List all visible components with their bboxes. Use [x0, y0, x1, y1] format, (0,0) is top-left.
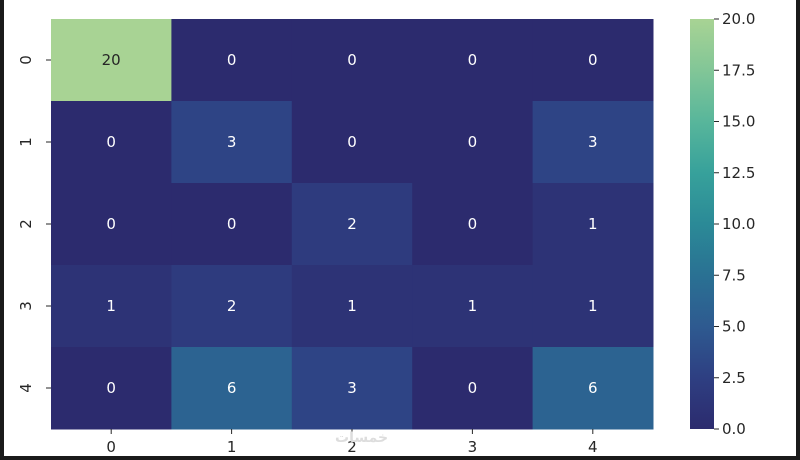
y-tick-label-3: 3	[17, 301, 35, 311]
cell-value-2-1: 0	[227, 215, 237, 233]
heatmap-cell-1-4	[532, 101, 654, 184]
y-tick-label-4: 4	[17, 383, 35, 393]
colorbar-tick-label-0: 0.0	[722, 420, 746, 438]
heatmap-cell-2-4	[532, 183, 654, 266]
x-tick-label-2: 2	[347, 438, 357, 456]
x-tick-label-0: 0	[106, 438, 116, 456]
colorbar-tick-label-8: 20.0	[722, 10, 755, 28]
cell-value-4-3: 0	[468, 379, 478, 397]
heatmap-cell-4-4	[532, 347, 654, 430]
cell-value-3-0: 1	[106, 297, 116, 315]
heatmap-cell-4-2	[291, 347, 413, 430]
heatmap-cell-1-1	[171, 101, 293, 184]
colorbar-tick-label-2: 5.0	[722, 318, 746, 336]
cell-value-3-4: 1	[588, 297, 598, 315]
colorbar-tick-label-1: 2.5	[722, 369, 746, 387]
cell-value-1-0: 0	[106, 133, 116, 151]
heatmap-cell-3-2	[291, 265, 413, 348]
heatmap-cell-2-0	[51, 183, 172, 266]
cell-value-0-3: 0	[468, 51, 478, 69]
cell-value-3-3: 1	[468, 297, 478, 315]
frame-left-border	[0, 0, 4, 460]
cell-value-4-1: 6	[227, 379, 237, 397]
cell-value-3-1: 2	[227, 297, 237, 315]
cell-value-2-2: 2	[347, 215, 357, 233]
heatmap-cell-4-3	[412, 347, 534, 430]
heatmap-cells: 20 0 0 0 00 3 0 0 30 0 2 0 11 2 1 1 10 6 3 0 6	[51, 19, 654, 430]
cell-value-0-0: 20	[102, 51, 121, 69]
y-tick-label-0: 0	[17, 55, 35, 65]
heatmap-cell-0-2	[291, 19, 413, 102]
heatmap-cell-2-3	[412, 183, 534, 266]
colorbar-tick-label-6: 15.0	[722, 113, 755, 131]
colorbar-ticks: 0.0 2.5 5.0 7.5 10.0 12.5 15.0 17.5 20.0	[714, 10, 755, 438]
cell-value-4-2: 3	[347, 379, 357, 397]
heatmap-cell-3-4	[532, 265, 654, 348]
cell-value-1-3: 0	[468, 133, 478, 151]
colorbar	[690, 19, 714, 429]
colorbar-tick-label-7: 17.5	[722, 61, 755, 79]
cell-value-0-2: 0	[347, 51, 357, 69]
x-axis-ticks: 0 1 2 3 4	[106, 429, 598, 456]
watermark-text: خمسات	[335, 430, 389, 446]
colorbar-tick-label-4: 10.0	[722, 215, 755, 233]
heatmap-cell-0-3	[412, 19, 534, 102]
heatmap-cell-0-0	[51, 19, 172, 102]
y-tick-label-1: 1	[17, 137, 35, 147]
cell-value-2-3: 0	[468, 215, 478, 233]
heatmap-cell-2-2	[291, 183, 413, 266]
cell-value-0-4: 0	[588, 51, 598, 69]
cell-value-4-4: 6	[588, 379, 598, 397]
frame-bottom-border	[0, 456, 800, 460]
x-tick-label-4: 4	[588, 438, 598, 456]
cell-value-4-0: 0	[106, 379, 116, 397]
heatmap-cell-0-4	[532, 19, 654, 102]
y-tick-label-2: 2	[17, 219, 35, 229]
cell-value-1-4: 3	[588, 133, 598, 151]
cell-value-1-2: 0	[347, 133, 357, 151]
cell-value-2-0: 0	[106, 215, 116, 233]
cell-value-1-1: 3	[227, 133, 237, 151]
frame-right-border	[796, 0, 800, 460]
colorbar-tick-label-3: 7.5	[722, 266, 746, 284]
heatmap-cell-1-3	[412, 101, 534, 184]
cell-value-2-4: 1	[588, 215, 598, 233]
heatmap-cell-2-1	[171, 183, 293, 266]
heatmap-cell-3-0	[51, 265, 172, 348]
heatmap-cell-0-1	[171, 19, 293, 102]
colorbar-tick-label-5: 12.5	[722, 164, 755, 182]
heatmap-cell-1-0	[51, 101, 172, 184]
heatmap-cell-1-2	[291, 101, 413, 184]
heatmap-cell-4-1	[171, 347, 293, 430]
x-tick-label-3: 3	[468, 438, 478, 456]
heatmap-cell-3-3	[412, 265, 534, 348]
heatmap-cell-3-1	[171, 265, 293, 348]
cell-value-3-2: 1	[347, 297, 357, 315]
cell-value-0-1: 0	[227, 51, 237, 69]
heatmap-cell-4-0	[51, 347, 172, 430]
y-axis-ticks: 0 1 2 3 4	[17, 55, 51, 393]
x-tick-label-1: 1	[227, 438, 237, 456]
